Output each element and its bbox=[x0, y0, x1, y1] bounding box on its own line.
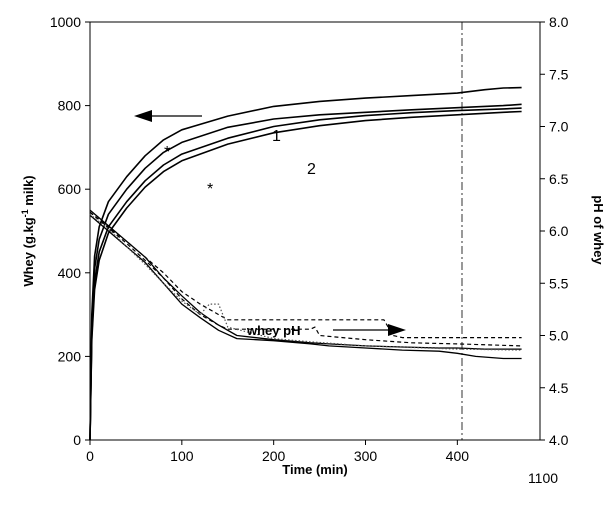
x-tick-label: 300 bbox=[354, 448, 378, 464]
left-axis: 0 200 400 600 800 1000 bbox=[50, 14, 90, 448]
x-tick-label: 100 bbox=[170, 448, 194, 464]
curve-label-2: 2 bbox=[307, 161, 316, 178]
series-line-7 bbox=[89, 211, 522, 347]
star-marker-b: * bbox=[207, 181, 213, 198]
series-line-3 bbox=[89, 107, 522, 441]
right-tick-label: 5.5 bbox=[549, 275, 569, 291]
series-line-4 bbox=[89, 110, 522, 441]
series-layer bbox=[89, 86, 522, 441]
curve-label-1: 1 bbox=[272, 128, 281, 145]
x-tick-label: 0 bbox=[86, 448, 94, 464]
series-line-1 bbox=[89, 86, 522, 441]
series-line-2 bbox=[89, 103, 522, 441]
x-axis-title: Time (min) bbox=[282, 462, 348, 477]
left-tick-label: 200 bbox=[58, 348, 82, 364]
right-axis-title: pH of whey bbox=[591, 195, 606, 265]
right-axis: 4.0 4.5 5.0 5.5 6.0 6.5 7.0 7.5 8.0 bbox=[540, 14, 569, 448]
x-tick-label: 400 bbox=[446, 448, 470, 464]
left-tick-label: 0 bbox=[73, 432, 81, 448]
x-tick-label: 1100 bbox=[528, 470, 558, 486]
right-tick-label: 6.0 bbox=[549, 223, 569, 239]
left-tick-label: 1000 bbox=[50, 14, 81, 30]
star-marker-a: * bbox=[164, 144, 170, 161]
left-arrow-head bbox=[134, 110, 152, 122]
right-tick-label: 4.5 bbox=[549, 380, 569, 396]
right-tick-label: 7.0 bbox=[549, 119, 569, 135]
left-axis-title: Whey (g.kg-1 milk) bbox=[20, 175, 36, 286]
series-line-5 bbox=[89, 214, 522, 360]
left-tick-label: 400 bbox=[58, 265, 82, 281]
x-axis: 0 100 200 300 400 1100 bbox=[86, 440, 558, 486]
series-line-8 bbox=[89, 211, 522, 339]
right-tick-label: 7.5 bbox=[549, 66, 569, 82]
series-line-6 bbox=[89, 209, 522, 350]
right-tick-label: 8.0 bbox=[549, 14, 569, 30]
right-tick-label: 6.5 bbox=[549, 171, 569, 187]
right-arrow-head bbox=[388, 324, 406, 336]
whey-ph-label: whey pH bbox=[246, 323, 300, 338]
left-tick-label: 800 bbox=[58, 98, 82, 114]
right-tick-label: 4.0 bbox=[549, 432, 569, 448]
x-tick-label: 200 bbox=[262, 448, 286, 464]
plot-area bbox=[89, 21, 541, 441]
left-tick-label: 600 bbox=[58, 181, 82, 197]
right-tick-label: 5.0 bbox=[549, 328, 569, 344]
